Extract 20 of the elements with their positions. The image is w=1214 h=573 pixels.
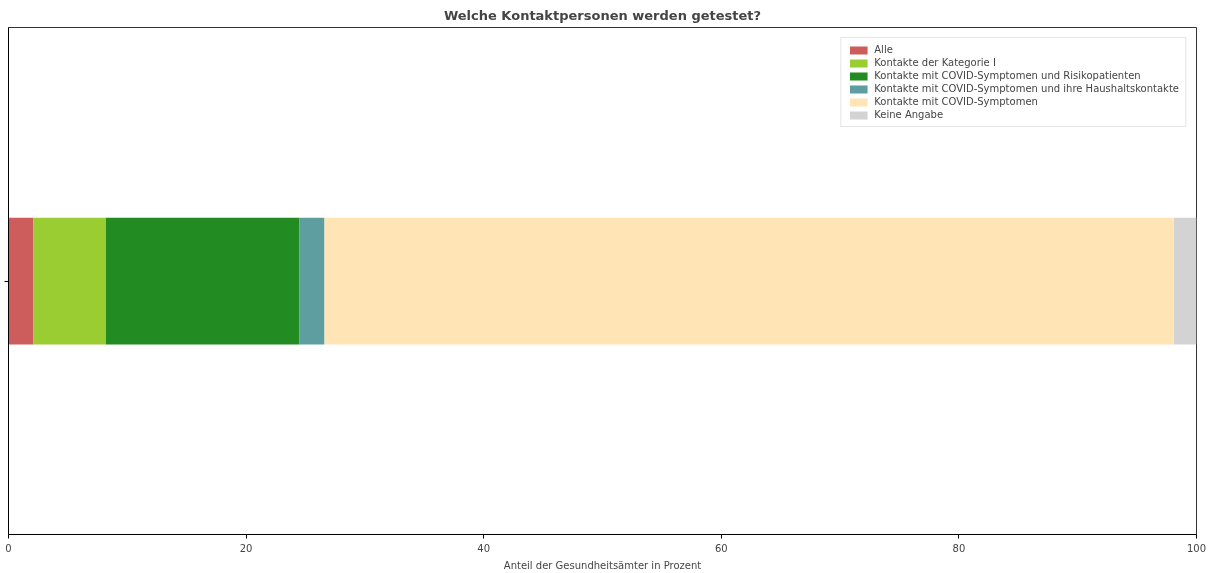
x-axis-title: Anteil der Gesundheitsämter in Prozent xyxy=(503,559,702,571)
bar xyxy=(105,217,300,345)
chart-title: Welche Kontaktpersonen werden getestet? xyxy=(443,7,762,23)
bar xyxy=(324,217,1174,345)
x-tick-label: 40 xyxy=(477,542,491,554)
legend-label: Kontakte mit COVID-Symptomen xyxy=(874,96,1038,107)
x-tick-label: 60 xyxy=(714,542,728,554)
bar xyxy=(8,217,34,345)
x-tick-label: 0 xyxy=(5,542,12,554)
bar xyxy=(299,217,325,345)
bar xyxy=(33,217,106,345)
legend-label: Kontakte mit COVID-Symptomen und Risikopatienten xyxy=(874,70,1141,81)
x-tick-label: 20 xyxy=(239,542,253,554)
legend-label: Kontakte der Kategorie I xyxy=(874,57,996,68)
legend-label: Keine Angabe xyxy=(874,109,944,120)
x-tick-label: 80 xyxy=(952,542,966,554)
legend-label: Alle xyxy=(874,44,894,55)
legend-label: Kontakte mit COVID-Symptomen und ihre Haushaltskontakte xyxy=(874,83,1179,94)
x-tick-label: 100 xyxy=(1186,542,1207,554)
bar xyxy=(1173,217,1197,345)
